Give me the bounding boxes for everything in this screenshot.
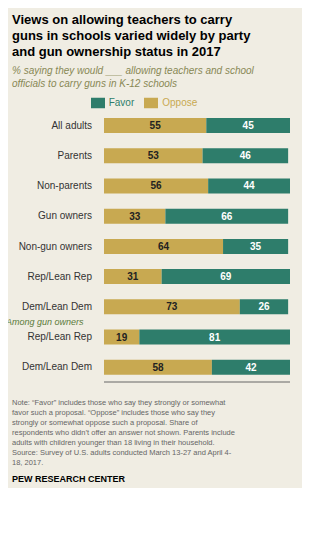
svg-text:Non-parents: Non-parents: [37, 180, 92, 191]
svg-text:45: 45: [243, 120, 255, 131]
html-text:PEW RESEARCH CENTER: PEW RESEARCH CENTER: [12, 474, 125, 484]
html-text:Note: “Favor” includes those w: Note: “Favor” includes those who say the…: [12, 398, 235, 467]
svg-text:Among gun owners: Among gun owners: [8, 317, 84, 327]
svg-text:Dem/Lean Dem: Dem/Lean Dem: [22, 361, 92, 372]
svg-text:Dem/Lean Dem: Dem/Lean Dem: [22, 301, 92, 312]
svg-text:69: 69: [220, 271, 232, 282]
svg-text:53: 53: [148, 150, 160, 161]
svg-text:42: 42: [245, 362, 257, 373]
svg-text:26: 26: [258, 301, 270, 312]
svg-text:31: 31: [127, 271, 139, 282]
svg-text:64: 64: [158, 241, 170, 252]
svg-text:56: 56: [151, 180, 163, 191]
svg-text:81: 81: [209, 332, 221, 343]
html-text:% saying they would ___ allowi: % saying they would ___ allowing teacher…: [12, 65, 254, 89]
svg-text:Gun owners: Gun owners: [38, 210, 92, 221]
svg-text:35: 35: [250, 241, 262, 252]
svg-text:Rep/Lean Rep: Rep/Lean Rep: [28, 271, 93, 282]
html-text:Favor: Favor: [108, 96, 135, 108]
svg-text:46: 46: [240, 150, 252, 161]
svg-text:55: 55: [150, 120, 162, 131]
html-text:Views on allowing teachers to: Views on allowing teachers to carry guns…: [12, 12, 251, 59]
svg-text:Non-gun owners: Non-gun owners: [19, 241, 92, 252]
svg-text:66: 66: [221, 211, 233, 222]
svg-text:44: 44: [244, 180, 256, 191]
svg-text:All adults: All adults: [51, 120, 92, 131]
html-text:Oppose: Oppose: [162, 96, 198, 108]
svg-text:19: 19: [116, 332, 128, 343]
svg-text:Rep/Lean Rep: Rep/Lean Rep: [28, 331, 93, 342]
svg-text:73: 73: [166, 301, 178, 312]
svg-text:Parents: Parents: [58, 150, 92, 161]
svg-text:33: 33: [129, 211, 141, 222]
svg-text:58: 58: [152, 362, 164, 373]
